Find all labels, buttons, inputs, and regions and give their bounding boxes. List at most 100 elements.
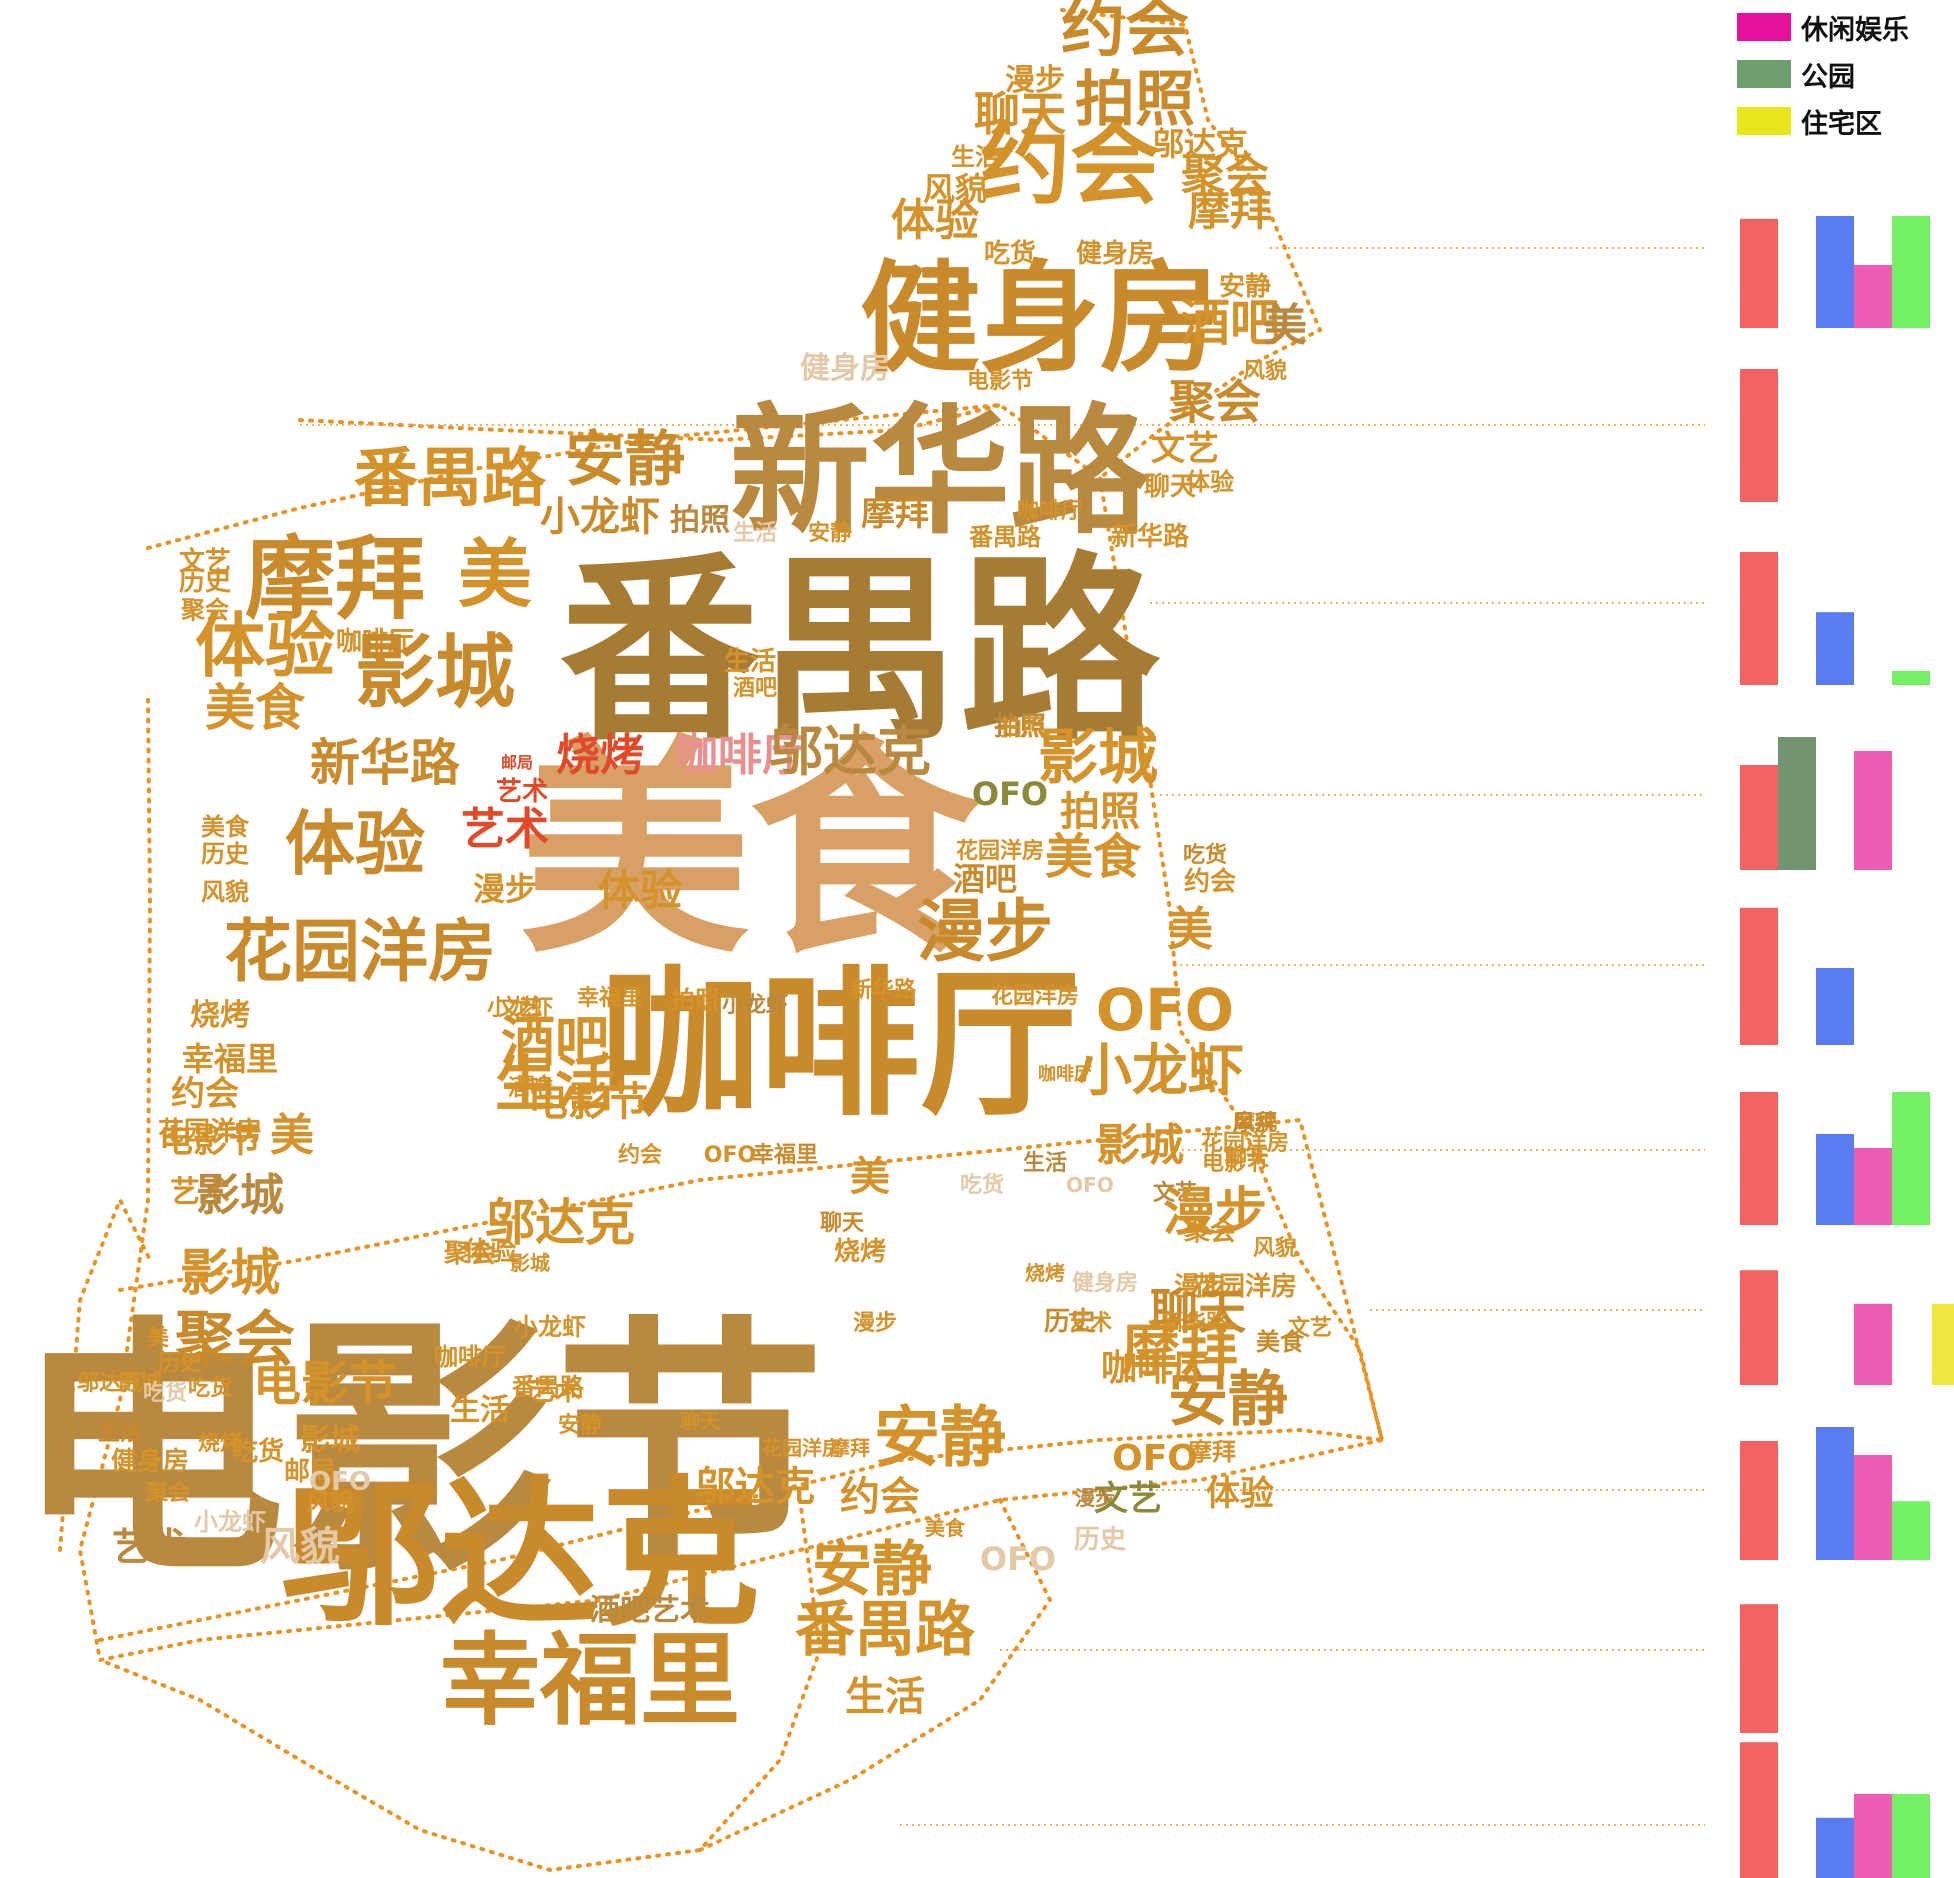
word-51: 拍照 — [994, 712, 1046, 742]
word-83: 新华路 — [850, 977, 917, 1003]
word-26: 风貌 — [1243, 358, 1287, 384]
bar-2-2 — [1816, 612, 1854, 685]
word-39: 番禺路 — [968, 523, 1042, 551]
word-79: 小龙虾 — [487, 996, 553, 1021]
word-31: 安静 — [565, 425, 685, 495]
bar-0-3 — [1854, 265, 1892, 328]
word-127: 体验 — [464, 1236, 516, 1267]
bar-5-3 — [1854, 1148, 1892, 1225]
word-9: 约会 — [980, 112, 1160, 217]
district-outline-4 — [118, 1117, 1384, 1442]
word-71: 风貌 — [201, 878, 249, 906]
word-107: 电影节 — [528, 1079, 648, 1125]
word-86: 幸福里 — [182, 1040, 278, 1078]
legend-swatch-residential — [1737, 107, 1791, 135]
leader-lines — [300, 247, 1705, 1826]
word-25: 电影节 — [967, 369, 1033, 394]
word-73: 漫步 — [473, 870, 537, 908]
word-134: 艺术 — [1068, 1310, 1112, 1336]
bar-3-0 — [1740, 765, 1778, 870]
word-1: 美食 — [520, 718, 982, 985]
word-172: 约会 — [840, 1474, 920, 1520]
word-49: 生活 — [724, 647, 776, 677]
word-180: 美食 — [925, 1516, 966, 1540]
word-144: 艺术 — [529, 1377, 581, 1407]
word-17: 摩拜 — [1188, 186, 1272, 235]
word-142: 美食 — [1256, 1328, 1305, 1356]
word-77: 花园洋房 — [224, 913, 496, 992]
word-84: 花园洋房 — [991, 983, 1079, 1009]
word-179: 酒吧艺术 — [590, 1593, 710, 1628]
word-116: 邬达克 — [485, 1194, 635, 1252]
bar-4-2 — [1816, 968, 1854, 1045]
word-61: 影城 — [1038, 723, 1158, 793]
word-11: 聊天 — [974, 87, 1066, 141]
word-114: OFO — [1066, 1173, 1114, 1197]
word-28: 文艺 — [1151, 429, 1219, 469]
word-102: 影城 — [196, 1170, 284, 1221]
word-161: 艺术 — [112, 1525, 188, 1569]
word-147: 影城 — [118, 1370, 162, 1396]
word-105: 文艺 — [1153, 1180, 1197, 1206]
word-12: 漫步 — [1005, 63, 1065, 98]
word-56: 艺术 — [461, 804, 549, 855]
word-80: 幸福里 — [577, 985, 643, 1011]
word-60: 拍照 — [1000, 715, 1044, 741]
word-121: 影城 — [180, 1244, 280, 1302]
word-140: 文艺 — [1288, 1315, 1332, 1341]
word-113: 吃货 — [960, 1172, 1004, 1198]
word-91: 小龙虾 — [1076, 1039, 1244, 1104]
word-90: 花园洋房 — [158, 1116, 262, 1147]
word-152: 聚会 — [145, 1480, 190, 1506]
word-88: 酒吧 — [501, 1010, 609, 1073]
bar-3-3 — [1854, 751, 1892, 870]
word-89: 约会 — [171, 1074, 239, 1114]
word-170: 花园洋房 — [762, 1436, 842, 1460]
word-76: 美 — [1167, 902, 1213, 956]
word-87: 文艺 — [498, 995, 542, 1021]
legend: 休闲娱乐 公园 住宅区 — [1737, 10, 1909, 151]
word-131: 聊天 — [1150, 1284, 1246, 1340]
district-outline-7 — [698, 1498, 1053, 1852]
word-70: 历史 — [201, 840, 250, 868]
word-53: 新华路 — [310, 734, 461, 792]
word-52: 美食 — [205, 679, 306, 737]
word-137: 美 — [147, 1325, 170, 1351]
district-outline-2 — [298, 403, 1002, 443]
word-3: 咖啡厅 — [600, 951, 1080, 1138]
word-150: 生活 — [98, 1421, 142, 1446]
word-110: OFO — [704, 1143, 756, 1168]
word-0: 电影节 — [15, 1294, 825, 1609]
word-41: 文艺 — [179, 546, 231, 577]
word-125: 漫步 — [1174, 1271, 1226, 1302]
word-139: 历史 — [158, 1351, 203, 1376]
word-136: 摩拜 — [1122, 1316, 1238, 1384]
word-175: OFO — [980, 1540, 1056, 1578]
word-168: OFO — [1112, 1438, 1198, 1479]
word-155: 生活 — [450, 1393, 510, 1428]
word-151: 健身房 — [111, 1446, 189, 1477]
word-123: 影城 — [510, 1251, 550, 1275]
word-15: 风貌 — [923, 170, 987, 208]
word-cloud: 电影节美食番禺路咖啡厅新华路健身房邬达克幸福里约会约会拍照聊天漫步邬达克生活风貌… — [15, 0, 1332, 1739]
word-43: 聚会 — [180, 596, 229, 624]
word-92: 摩拜 — [1233, 1110, 1277, 1136]
word-115: 漫步 — [1163, 1183, 1267, 1243]
word-111: 幸福里 — [752, 1142, 818, 1168]
word-163: 安静 — [874, 1399, 1006, 1476]
word-132: 历史 — [1044, 1307, 1097, 1337]
word-36: 安静 — [808, 520, 852, 546]
word-82: 小龙虾 — [722, 993, 788, 1018]
word-27: 聚会 — [1168, 375, 1261, 429]
word-183: 体验 — [1206, 1474, 1274, 1514]
word-14: 生活 — [951, 143, 999, 171]
word-145: 番禺路 — [511, 1373, 585, 1401]
word-97: 艺术 — [170, 1175, 230, 1210]
word-94: 生活 — [1023, 1151, 1067, 1176]
word-62: OFO — [972, 775, 1048, 813]
word-146: 邬达克 — [77, 1370, 143, 1396]
word-8: 约会 — [1061, 0, 1189, 66]
word-63: 拍照 — [1060, 789, 1140, 835]
bar-4-0 — [1740, 907, 1778, 1045]
bar-9-2 — [1816, 1817, 1854, 1878]
